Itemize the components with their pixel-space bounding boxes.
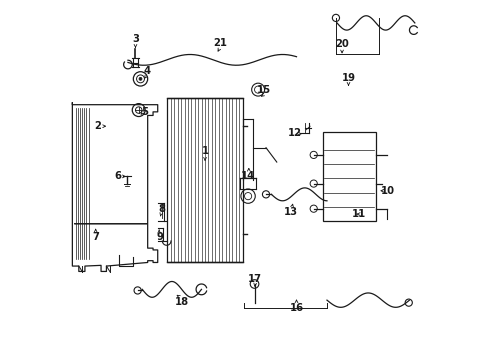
Text: 6: 6	[115, 171, 122, 181]
Circle shape	[139, 77, 142, 80]
Bar	[322, 132, 375, 221]
Text: 21: 21	[213, 38, 226, 48]
Bar	[167, 98, 242, 262]
Text: 20: 20	[334, 39, 348, 49]
Text: 5: 5	[141, 107, 148, 117]
Text: 13: 13	[284, 207, 298, 217]
Text: 3: 3	[132, 35, 139, 44]
Text: 16: 16	[289, 303, 303, 314]
Text: 9: 9	[157, 232, 163, 242]
Text: 11: 11	[351, 209, 366, 219]
Text: 10: 10	[380, 186, 394, 196]
Text: 14: 14	[241, 171, 255, 181]
Text: 1: 1	[201, 146, 208, 156]
Text: 7: 7	[92, 232, 99, 242]
Text: 12: 12	[287, 129, 301, 138]
Text: 17: 17	[248, 274, 262, 284]
Text: 8: 8	[158, 204, 165, 214]
Text: 19: 19	[341, 73, 355, 83]
Text: 15: 15	[257, 85, 271, 95]
Text: 4: 4	[143, 66, 150, 76]
Text: 2: 2	[95, 121, 102, 131]
Text: 18: 18	[174, 297, 188, 307]
